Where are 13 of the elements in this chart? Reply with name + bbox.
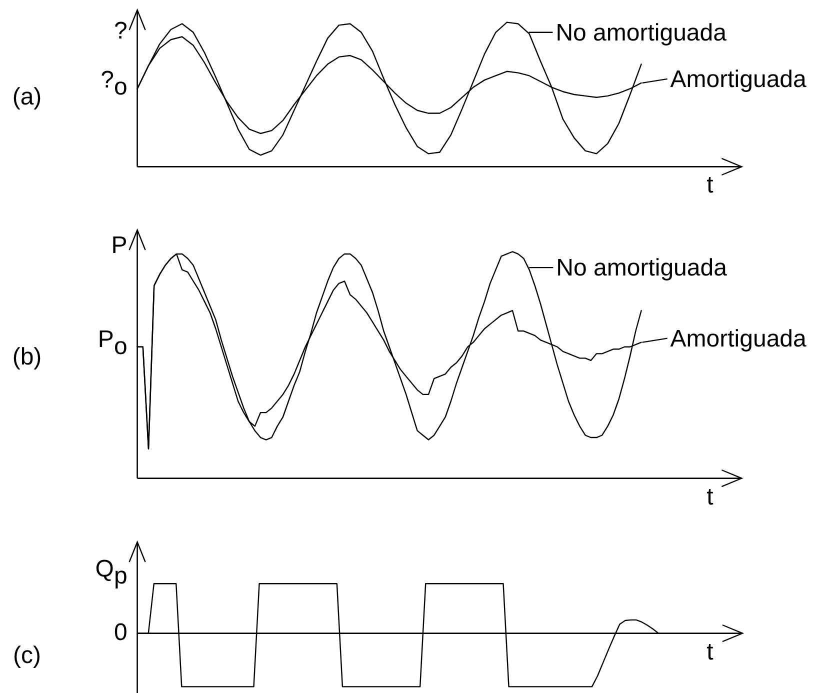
text: 0 bbox=[114, 618, 128, 646]
legend-label: No amortiguada bbox=[556, 254, 728, 282]
x-axis-title: t bbox=[706, 171, 714, 198]
text: P bbox=[111, 232, 128, 258]
legend-label: Amortiguada bbox=[670, 324, 808, 352]
legend-label: Amortiguada bbox=[670, 65, 808, 92]
text: (c) bbox=[13, 642, 41, 668]
x-axis-title: t bbox=[706, 638, 714, 665]
legend-label: No amortiguada bbox=[556, 18, 728, 46]
x-axis-title: t bbox=[706, 482, 714, 510]
text: (b) bbox=[12, 343, 42, 370]
text: ? bbox=[114, 17, 128, 44]
text: (a) bbox=[12, 83, 42, 110]
